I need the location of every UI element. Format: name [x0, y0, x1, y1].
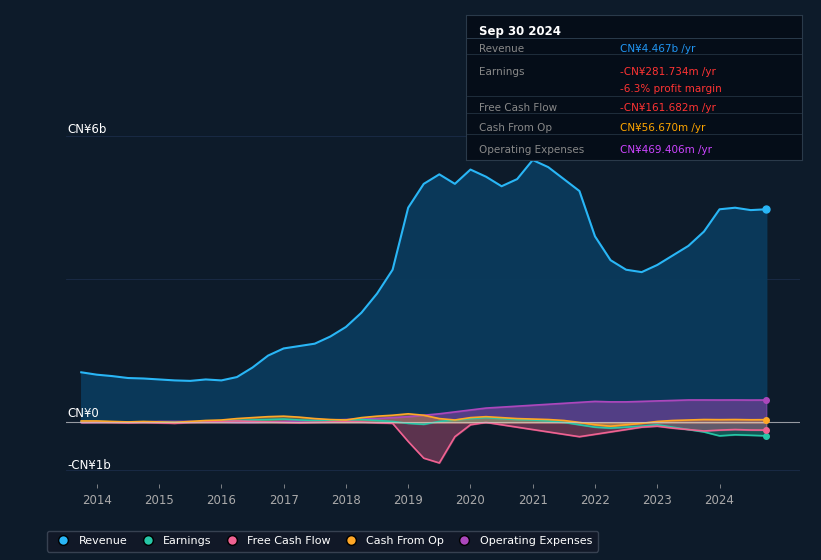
Legend: Revenue, Earnings, Free Cash Flow, Cash From Op, Operating Expenses: Revenue, Earnings, Free Cash Flow, Cash … [47, 530, 598, 552]
Text: -CN¥281.734m /yr: -CN¥281.734m /yr [621, 67, 716, 77]
Text: Cash From Op: Cash From Op [479, 124, 552, 133]
Text: Revenue: Revenue [479, 44, 524, 54]
Text: Free Cash Flow: Free Cash Flow [479, 103, 557, 113]
Text: Operating Expenses: Operating Expenses [479, 145, 585, 155]
Text: CN¥0: CN¥0 [67, 407, 99, 420]
Text: -6.3% profit margin: -6.3% profit margin [621, 85, 722, 95]
Text: CN¥56.670m /yr: CN¥56.670m /yr [621, 124, 706, 133]
Text: CN¥4.467b /yr: CN¥4.467b /yr [621, 44, 695, 54]
Text: -CN¥1b: -CN¥1b [67, 459, 111, 473]
Text: -CN¥161.682m /yr: -CN¥161.682m /yr [621, 103, 716, 113]
Text: Sep 30 2024: Sep 30 2024 [479, 25, 561, 38]
Text: CN¥469.406m /yr: CN¥469.406m /yr [621, 145, 713, 155]
Text: Earnings: Earnings [479, 67, 525, 77]
Text: CN¥6b: CN¥6b [67, 123, 106, 136]
